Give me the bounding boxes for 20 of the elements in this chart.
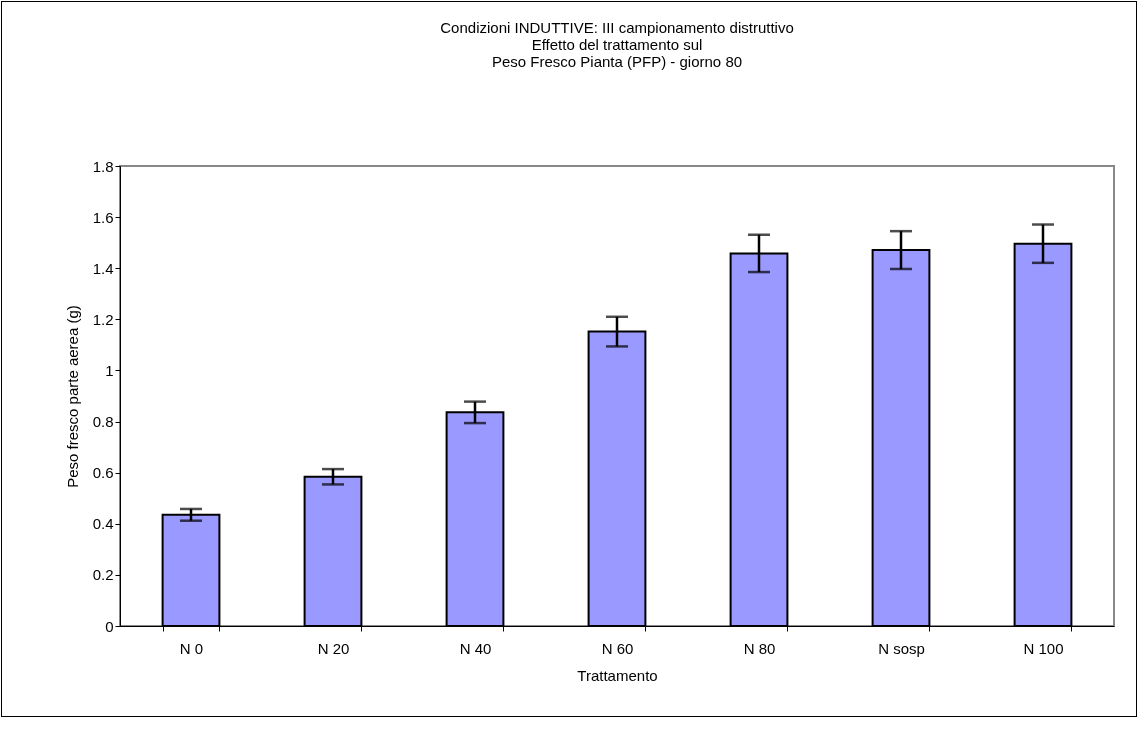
x-tick-label: N 20 — [317, 639, 350, 657]
y-tick-label: 0.2 — [92, 566, 114, 584]
y-tick-label: 0 — [105, 617, 114, 635]
y-tick-label: 0.8 — [92, 413, 114, 431]
y-tick-label: 1.4 — [92, 259, 114, 277]
x-tick-label: N 60 — [601, 639, 634, 657]
x-axis-title: Trattamento — [577, 666, 658, 684]
y-tick-label: 0.4 — [92, 515, 114, 533]
x-tick-label: N sosp — [878, 639, 925, 657]
y-tick-label: 1.2 — [92, 310, 114, 328]
chart-title: Condizioni INDUTTIVE: III campionamento distruttivo Effetto del trattamento sul Peso Fresco Pianta (PFP) - giorno 80 — [440, 19, 794, 70]
x-tick-label: N 0 — [179, 639, 204, 657]
x-tick-label: N 40 — [459, 639, 492, 657]
x-tick-label: N 80 — [743, 639, 776, 657]
y-tick-label: 0.6 — [92, 464, 114, 482]
y-tick-label: 1.6 — [92, 208, 114, 226]
x-tick-label: N 100 — [1023, 639, 1064, 657]
y-tick-label: 1.8 — [92, 157, 114, 175]
y-tick-label: 1 — [105, 361, 114, 379]
y-axis-title: Peso fresco parte aerea (g) — [63, 305, 81, 488]
